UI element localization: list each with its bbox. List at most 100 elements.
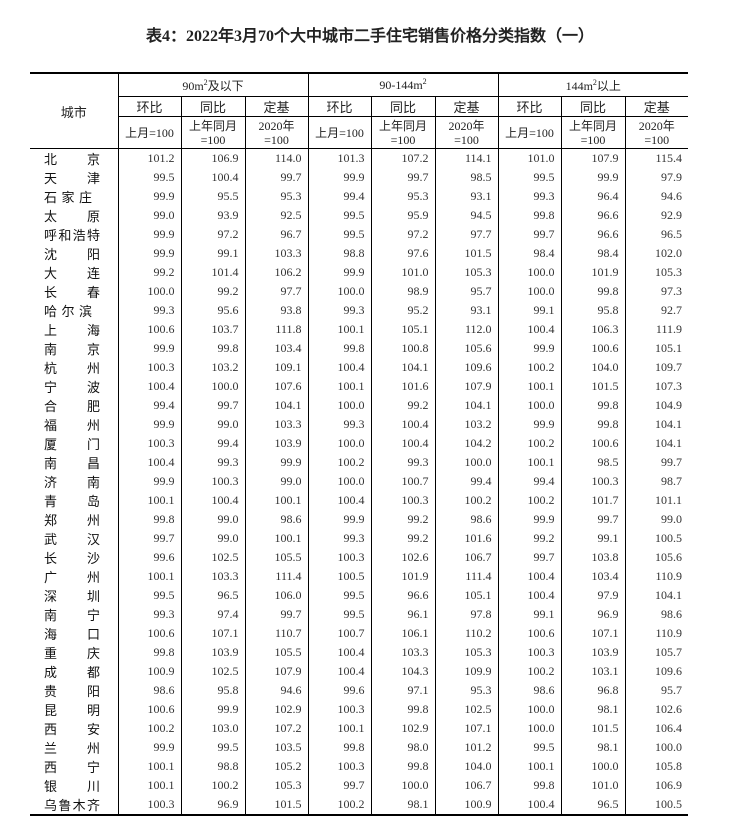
index-value-cell: 105.6 xyxy=(624,548,688,567)
index-value-cell: 110.9 xyxy=(624,624,688,643)
index-value-cell: 94.5 xyxy=(434,206,498,225)
index-value-cell: 100.0 xyxy=(497,700,561,719)
city-name: 南京 xyxy=(44,342,100,357)
base-header: 上月=100 xyxy=(307,116,371,149)
index-value-cell: 98.6 xyxy=(117,681,181,700)
index-value-cell: 96.9 xyxy=(560,605,625,624)
sub-header: 环比 xyxy=(497,96,561,117)
index-value-cell: 103.3 xyxy=(180,567,245,586)
index-value-cell: 100.1 xyxy=(117,491,181,510)
index-value-cell: 101.7 xyxy=(560,491,625,510)
index-value-cell: 105.1 xyxy=(370,320,435,339)
city-name-cell: 海口 xyxy=(30,624,118,643)
city-name: 深圳 xyxy=(44,589,100,604)
city-name-cell: 厦门 xyxy=(30,434,118,453)
city-name-cell: 杭州 xyxy=(30,358,118,377)
city-name: 成都 xyxy=(44,665,100,680)
index-value-cell: 112.0 xyxy=(434,320,498,339)
city-name-cell: 呼和浩特 xyxy=(30,225,118,244)
index-value-cell: 109.1 xyxy=(244,358,308,377)
city-name-cell: 成都 xyxy=(30,662,118,681)
city-name: 武汉 xyxy=(44,532,100,547)
table-row: 长春 100.0 99.2 97.7 100.0 98.9 95.7 100.0 99.8 97.… xyxy=(30,282,688,301)
index-value-cell: 93.1 xyxy=(434,187,498,206)
table-row: 长沙 99.6 102.5 105.5 100.3 102.6 106.7 99.7 103.8… xyxy=(30,548,688,567)
index-value-cell: 97.6 xyxy=(370,244,435,263)
index-value-cell: 97.2 xyxy=(180,225,245,244)
index-value-cell: 100.7 xyxy=(307,624,371,643)
table-row: 兰州 99.9 99.5 103.5 99.8 98.0 101.2 99.5 98.1 100.… xyxy=(30,738,688,757)
index-value-cell: 100.3 xyxy=(117,358,181,377)
index-value-cell: 100.2 xyxy=(117,719,181,738)
city-name-cell: 武汉 xyxy=(30,529,118,548)
table-row: 大连 99.2 101.4 106.2 99.9 101.0 105.3 100.0 101.9… xyxy=(30,263,688,282)
table-row: 合肥 99.4 99.7 104.1 100.0 99.2 104.1 100.0 99.8 10… xyxy=(30,396,688,415)
index-value-cell: 103.9 xyxy=(180,643,245,662)
index-value-cell: 99.3 xyxy=(307,415,371,434)
index-value-cell: 92.9 xyxy=(624,206,688,225)
index-value-cell: 104.1 xyxy=(624,434,688,453)
city-name-cell: 青岛 xyxy=(30,491,118,510)
table-row: 重庆 99.8 103.9 105.5 100.4 103.3 105.3 100.3 103.… xyxy=(30,643,688,662)
index-value-cell: 95.7 xyxy=(434,282,498,301)
base-label: =100 xyxy=(454,132,479,147)
city-name-cell: 贵阳 xyxy=(30,681,118,700)
city-name: 昆明 xyxy=(44,703,100,718)
index-value-cell: 93.1 xyxy=(434,301,498,320)
index-value-cell: 99.3 xyxy=(117,605,181,624)
index-value-cell: 99.0 xyxy=(624,510,688,529)
index-value-cell: 96.8 xyxy=(560,681,625,700)
index-value-cell: 99.5 xyxy=(497,168,561,187)
index-value-cell: 99.4 xyxy=(307,187,371,206)
sub-header: 同比 xyxy=(560,96,625,117)
city-name-cell: 重庆 xyxy=(30,643,118,662)
index-value-cell: 92.5 xyxy=(244,206,308,225)
index-value-cell: 100.0 xyxy=(434,453,498,472)
index-value-cell: 100.0 xyxy=(307,434,371,453)
base-label: =100 xyxy=(644,132,670,147)
index-value-cell: 103.7 xyxy=(180,320,245,339)
index-value-cell: 109.6 xyxy=(624,662,688,681)
base-label: =100 xyxy=(580,132,606,147)
index-value-cell: 99.8 xyxy=(307,738,371,757)
index-value-cell: 99.8 xyxy=(370,700,435,719)
index-value-cell: 95.8 xyxy=(560,301,625,320)
city-name-cell: 上海 xyxy=(30,320,118,339)
index-value-cell: 97.1 xyxy=(370,681,435,700)
city-name-cell: 西安 xyxy=(30,719,118,738)
city-name-cell: 大连 xyxy=(30,263,118,282)
index-value-cell: 100.1 xyxy=(117,776,181,795)
group-label-sup: 2 xyxy=(203,77,208,87)
index-value-cell: 100.2 xyxy=(307,453,371,472)
index-value-cell: 100.0 xyxy=(307,396,371,415)
index-value-cell: 100.0 xyxy=(370,776,435,795)
group-label-suffix: 及以下 xyxy=(207,78,244,93)
index-value-cell: 97.3 xyxy=(624,282,688,301)
index-value-cell: 100.2 xyxy=(497,491,561,510)
index-value-cell: 100.3 xyxy=(560,472,625,491)
index-value-cell: 99.0 xyxy=(117,206,181,225)
group-label: 144m xyxy=(565,78,593,93)
city-name: 西安 xyxy=(44,722,100,737)
city-name: 太原 xyxy=(44,209,100,224)
index-value-cell: 104.2 xyxy=(434,434,498,453)
index-value-cell: 101.0 xyxy=(497,148,561,168)
index-value-cell: 99.5 xyxy=(117,168,181,187)
index-value-cell: 100.0 xyxy=(497,719,561,738)
table-row: 武汉 99.7 99.0 100.1 99.3 99.2 101.6 99.2 99.1 100.… xyxy=(30,529,688,548)
base-label: =100 xyxy=(264,132,289,147)
index-value-cell: 100.2 xyxy=(180,776,245,795)
table-row: 广州 100.1 103.3 111.4 100.5 101.9 111.4 100.4 103… xyxy=(30,567,688,586)
index-value-cell: 104.1 xyxy=(370,358,435,377)
index-value-cell: 114.1 xyxy=(434,148,498,168)
index-value-cell: 94.6 xyxy=(624,187,688,206)
index-value-cell: 99.0 xyxy=(180,510,245,529)
index-value-cell: 111.9 xyxy=(624,320,688,339)
index-value-cell: 105.1 xyxy=(434,586,498,605)
city-name-cell: 宁波 xyxy=(30,377,118,396)
table-row: 沈阳 99.9 99.1 103.3 98.8 97.6 101.5 98.4 98.4 102.… xyxy=(30,244,688,263)
sub-header: 定基 xyxy=(624,96,688,117)
index-value-cell: 100.3 xyxy=(370,491,435,510)
index-value-cell: 107.1 xyxy=(434,719,498,738)
index-value-cell: 103.2 xyxy=(180,358,245,377)
